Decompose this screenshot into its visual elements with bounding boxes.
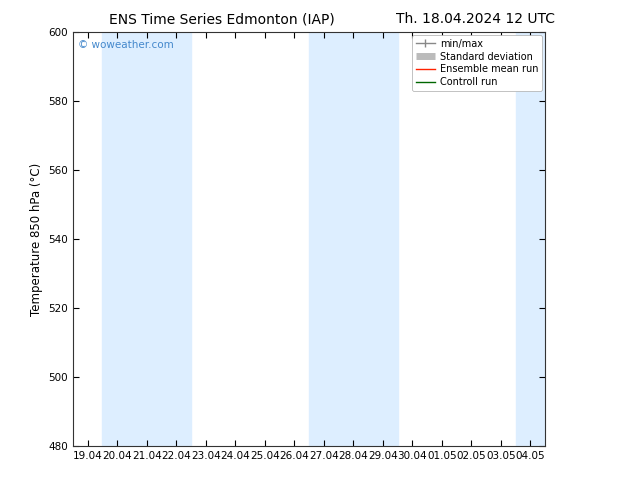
Bar bbox=[103, 32, 191, 446]
Text: Th. 18.04.2024 12 UTC: Th. 18.04.2024 12 UTC bbox=[396, 12, 555, 26]
Y-axis label: Temperature 850 hPa (°C): Temperature 850 hPa (°C) bbox=[30, 162, 42, 316]
Text: ENS Time Series Edmonton (IAP): ENS Time Series Edmonton (IAP) bbox=[109, 12, 335, 26]
Bar bbox=[515, 32, 560, 446]
Legend: min/max, Standard deviation, Ensemble mean run, Controll run: min/max, Standard deviation, Ensemble me… bbox=[411, 35, 542, 91]
Bar bbox=[309, 32, 398, 446]
Text: © woweather.com: © woweather.com bbox=[77, 40, 173, 50]
